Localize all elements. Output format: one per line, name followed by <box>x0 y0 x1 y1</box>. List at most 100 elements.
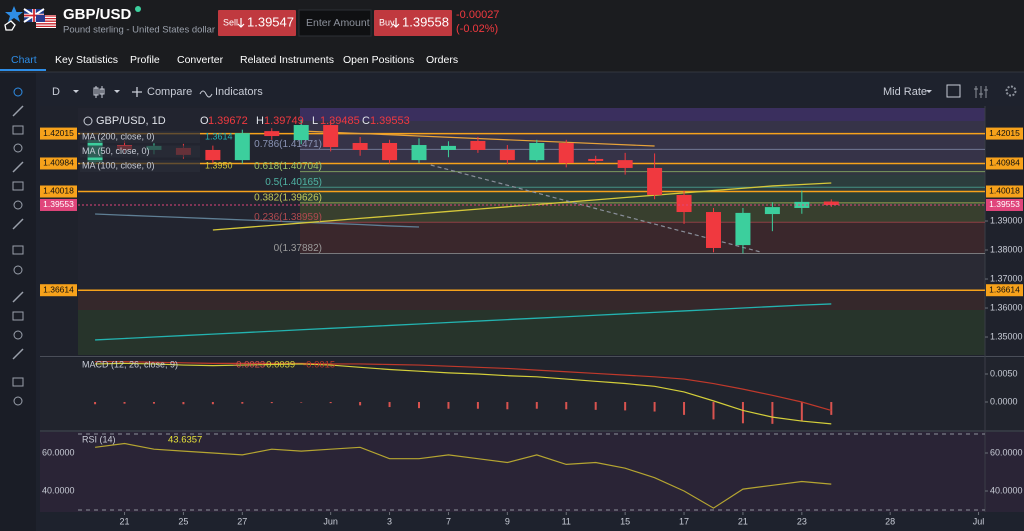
rsi-tick-label: 40.0000 <box>990 485 1023 495</box>
tab[interactable]: Open Positions <box>343 54 414 66</box>
ohlc-key: C <box>362 115 370 127</box>
macd-histogram-bar <box>712 402 715 420</box>
tool-icon[interactable] <box>12 125 24 135</box>
tab[interactable]: Key Statistics <box>55 54 118 66</box>
last-price-box-left <box>40 198 77 211</box>
settings-gear[interactable] <box>1005 85 1017 97</box>
tool-icon[interactable] <box>12 311 24 321</box>
chart-style-icon[interactable] <box>93 86 105 98</box>
x-tick-label: Jun <box>323 516 338 526</box>
macd-histogram-bar <box>388 402 391 408</box>
buy-button[interactable] <box>374 10 452 36</box>
favorite-star[interactable] <box>5 6 23 22</box>
macd-histogram-bar <box>683 402 686 415</box>
x-tick-label: 25 <box>178 516 188 526</box>
trend-line <box>430 164 761 253</box>
macd-histogram-bar <box>123 402 126 404</box>
macd-histogram-bar <box>771 402 774 424</box>
sell-button[interactable] <box>218 10 296 36</box>
x-tick-label: 23 <box>797 516 807 526</box>
macd-histogram-bar <box>329 402 332 404</box>
candle-body <box>234 133 250 161</box>
macd-histogram-bar <box>418 402 421 409</box>
tool-icon[interactable] <box>12 348 24 360</box>
macd-histogram-bar <box>447 402 450 409</box>
tab[interactable]: Chart <box>11 54 37 66</box>
price-source[interactable]: Mid Rate <box>883 86 927 98</box>
symbol: GBP/USD <box>63 6 132 23</box>
tool-icon[interactable] <box>12 291 24 303</box>
amount-placeholder: Enter Amount <box>306 17 370 29</box>
macd-legend-value: -0.0015 <box>303 360 335 371</box>
price-level-label: 1.36614 <box>43 284 74 294</box>
indicators-button[interactable]: Indicators <box>215 86 263 98</box>
tool-icon[interactable] <box>13 396 23 406</box>
buy-label: Buy <box>379 17 395 27</box>
macd-histogram-bar <box>211 402 214 405</box>
tool-icon[interactable] <box>12 377 24 387</box>
macd-histogram-bar <box>800 402 803 422</box>
x-tick-label: 11 <box>562 516 571 526</box>
legend-icon <box>83 116 93 126</box>
fib-label: 0.786(1.41471) <box>254 139 322 150</box>
tabs: Chart Key Statistics Profile Converter Relat… <box>0 54 458 71</box>
tool-icon[interactable] <box>13 330 23 340</box>
fib-label: 0(1.37882) <box>274 243 322 254</box>
amount-input[interactable] <box>298 9 372 37</box>
interval[interactable]: D <box>52 86 60 98</box>
fib-label: 0.5(1.40165) <box>265 177 322 188</box>
ma-legend-bg <box>80 131 200 143</box>
compare-button[interactable]: Compare <box>147 86 192 98</box>
price-level-label: 1.40018 <box>43 186 74 196</box>
fullscreen-button[interactable] <box>946 84 961 98</box>
last-price-label: 1.39553 <box>989 199 1020 209</box>
tool-icon[interactable] <box>13 265 23 275</box>
fib-label: 0.618(1.40704) <box>254 161 322 172</box>
header-bar <box>0 0 1024 46</box>
macd-signal-line <box>95 361 832 411</box>
candle-body <box>382 143 398 161</box>
rsi-name: RSI (14) <box>82 434 116 444</box>
macd-histogram-bar <box>152 402 155 404</box>
macd-histogram-bar <box>741 402 744 424</box>
macd-histogram-bar <box>594 402 597 410</box>
price-level-label: 1.42015 <box>43 128 74 138</box>
price-level-label: 1.40984 <box>989 158 1020 168</box>
candle-body <box>764 207 780 215</box>
tool-icon[interactable] <box>13 87 23 97</box>
macd-histogram-bar <box>506 402 509 410</box>
tool-icon[interactable] <box>13 143 23 153</box>
moving-average <box>95 213 420 228</box>
candle-body <box>676 194 692 213</box>
candle-body <box>617 160 633 168</box>
candle-body <box>205 149 221 161</box>
tool-icon[interactable] <box>13 200 23 210</box>
macd-legend-value: -0.0023 <box>233 360 265 371</box>
last-price-box-right <box>986 198 1023 211</box>
tool-icon[interactable] <box>12 218 24 230</box>
price-level-box-right <box>986 127 1023 140</box>
moving-average <box>212 182 832 231</box>
tool-icon[interactable] <box>12 181 24 191</box>
tool-icon[interactable] <box>12 245 24 255</box>
settings-sliders[interactable] <box>974 86 988 98</box>
ma-legend-name: MA (200, close, 0) <box>82 131 155 141</box>
price-level-box-right <box>986 157 1023 170</box>
candle-body <box>558 143 574 164</box>
sell-label: Sell <box>223 17 238 27</box>
candle-body <box>264 131 280 137</box>
alert-icon[interactable] <box>4 20 16 31</box>
macd-histogram-bar <box>300 402 303 403</box>
tab[interactable]: Profile <box>130 54 160 66</box>
tab[interactable]: Converter <box>177 54 224 66</box>
tab[interactable]: Related Instruments <box>240 54 334 66</box>
candle-body <box>529 143 545 161</box>
tool-icon[interactable] <box>12 105 24 117</box>
last-price-label: 1.39553 <box>43 199 74 209</box>
tab[interactable]: Orders <box>426 54 458 66</box>
ma-legend-bg <box>80 145 200 158</box>
tool-icon[interactable] <box>12 161 24 173</box>
price-level-box-right <box>986 185 1023 198</box>
tool-rail <box>0 73 36 531</box>
